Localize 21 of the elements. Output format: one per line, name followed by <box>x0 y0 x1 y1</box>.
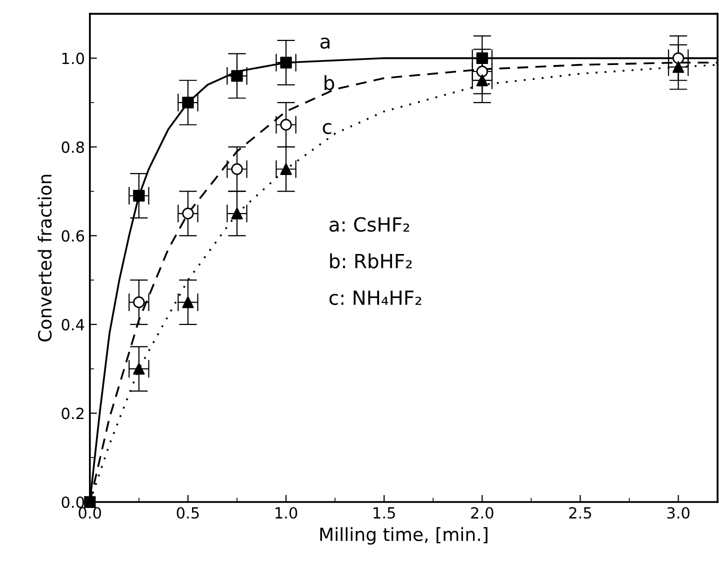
x-axis-title: Milling time, [min.] <box>320 527 488 545</box>
x-tick-label: 0.0 <box>78 507 102 519</box>
annotation: c: NH₄HF₂ <box>329 290 422 306</box>
y-tick-label: 0.4 <box>62 318 84 330</box>
x-tick-label: 1.0 <box>276 507 298 519</box>
annotation: a: CsHF₂ <box>330 217 410 232</box>
x-tick-label: 3.0 <box>667 507 690 519</box>
y-tick-label: 0.2 <box>62 408 84 420</box>
y-tick-label: 0.8 <box>62 141 84 153</box>
annotation: a <box>320 38 330 49</box>
annotation: b <box>324 75 334 90</box>
x-tick-label: 0.5 <box>176 507 199 519</box>
x-tick-label: 1.5 <box>374 507 395 519</box>
y-tick-label: 0.0 <box>62 496 84 508</box>
y-tick-label: 0.6 <box>62 230 84 242</box>
annotation: c <box>322 123 332 134</box>
x-tick-label: 2.0 <box>471 507 494 519</box>
x-tick-label: 2.5 <box>569 507 592 519</box>
annotation: b: RbHF₂ <box>330 253 412 268</box>
y-tick-label: 1.0 <box>62 52 84 64</box>
y-axis-title: Converted fraction <box>38 174 52 342</box>
